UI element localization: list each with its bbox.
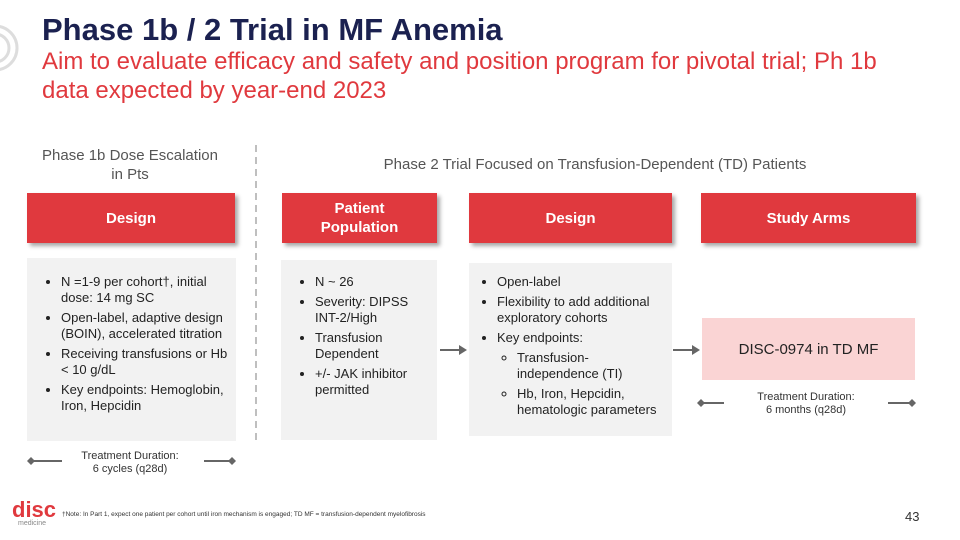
content-box: N =1-9 per cohort†, initial dose: 14 mg … xyxy=(27,258,236,441)
treatment-duration: Treatment Duration: 6 months (q28d) xyxy=(736,391,876,417)
bullet: +/- JAK inhibitor permitted xyxy=(315,366,431,398)
bullet: Flexibility to add additional explorator… xyxy=(497,294,664,326)
treatment-duration: Treatment Duration: 6 cycles (q28d) xyxy=(60,450,200,476)
duration-label: Treatment Duration: xyxy=(81,450,179,462)
study-arm: DISC-0974 in TD MF xyxy=(702,318,915,380)
logo: disc xyxy=(12,497,57,522)
logo-watermark xyxy=(0,33,11,63)
bullet-list: N ~ 26 Severity: DIPSS INT-2/High Transf… xyxy=(297,274,431,398)
title: Phase 1b / 2 Trial in MF Anemia xyxy=(42,12,503,47)
section-label: Phase 2 Trial Focused on Transfusion-Dep… xyxy=(383,156,807,173)
logo-sub: medicine xyxy=(18,520,47,527)
bullet: N ~ 26 xyxy=(315,274,431,290)
heading-box: Design xyxy=(27,193,235,243)
page-number: 43 xyxy=(905,509,920,524)
logo-watermark xyxy=(0,25,19,71)
bullet: Transfusion Dependent xyxy=(315,330,431,362)
bullet-text: Key endpoints: xyxy=(497,330,584,345)
section-label: Phase 1b Dose Escalation in Pts xyxy=(42,147,218,183)
bullet: Open-label, adaptive design (BOIN), acce… xyxy=(61,310,228,342)
heading-box: Design xyxy=(469,193,672,243)
bullet: N =1-9 per cohort†, initial dose: 14 mg … xyxy=(61,274,228,306)
bullet-list: Open-label Flexibility to add additional… xyxy=(479,274,664,418)
bullet: Key endpoints: Hemoglobin, Iron, Hepcidi… xyxy=(61,382,228,414)
heading-box: Patient Population xyxy=(282,193,437,243)
duration-value: 6 cycles (q28d) xyxy=(92,463,168,475)
content-box: Open-label Flexibility to add additional… xyxy=(469,263,672,436)
bullet: Receiving transfusions or Hb < 10 g/dL xyxy=(61,346,228,378)
heading-box: Study Arms xyxy=(701,193,916,243)
duration-value: 6 months (q28d) xyxy=(765,404,847,416)
arrows xyxy=(27,345,916,465)
subtitle: Aim to evaluate efficacy and safety and … xyxy=(42,48,877,104)
sub-bullet: Hb, Iron, Hepcidin, hematologic paramete… xyxy=(517,386,664,418)
duration-label: Treatment Duration: xyxy=(757,391,855,403)
sub-bullet-list: Transfusion-independence (TI) Hb, Iron, … xyxy=(497,350,664,418)
bullet: Severity: DIPSS INT-2/High xyxy=(315,294,431,326)
bullet-list: N =1-9 per cohort†, initial dose: 14 mg … xyxy=(43,274,228,414)
bullet: Key endpoints: Transfusion-independence … xyxy=(497,330,664,418)
bullet: Open-label xyxy=(497,274,664,290)
sub-bullet: Transfusion-independence (TI) xyxy=(517,350,664,382)
footnote: †Note: In Part 1, expect one patient per… xyxy=(62,511,426,518)
content-box: N ~ 26 Severity: DIPSS INT-2/High Transf… xyxy=(281,260,437,440)
